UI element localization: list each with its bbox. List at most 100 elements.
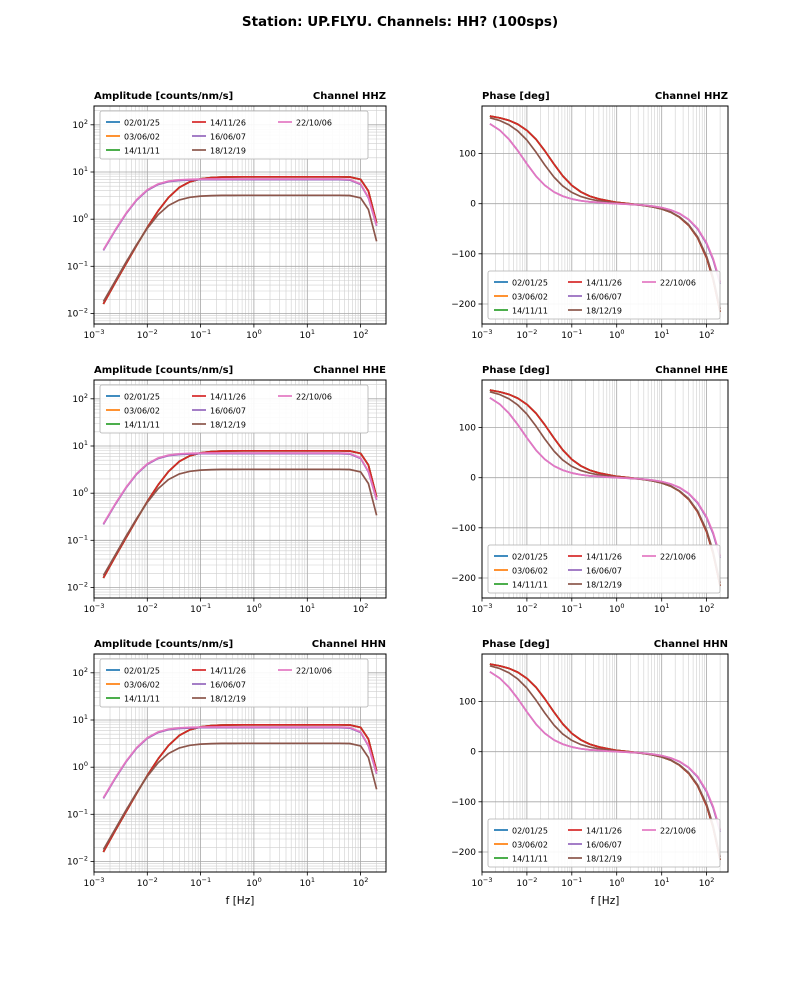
subplot-phase-hhe: Phase [deg] Channel HHE 02/01/25 03/06/02… — [418, 358, 742, 628]
svg-text:100: 100 — [72, 212, 88, 225]
legend-label: 22/10/06 — [660, 553, 696, 562]
phase-chart-hhe: 02/01/25 03/06/02 14/11/11 14/11/26 16/06/07… — [418, 376, 742, 628]
svg-text:101: 101 — [72, 713, 88, 726]
subplot-phase-hhn: Phase [deg] Channel HHN 02/01/25 03/06/02… — [418, 632, 742, 926]
series-line-22/10/06 — [489, 123, 721, 283]
series-group — [489, 115, 721, 313]
axes-title-left: Phase [deg] — [482, 639, 550, 650]
legend-label: 03/06/02 — [124, 681, 160, 690]
legend-label: 02/01/25 — [512, 553, 548, 562]
chart-svg: 02/01/25 03/06/02 14/11/11 14/11/26 16/06/07… — [451, 379, 729, 615]
svg-text:10−3: 10−3 — [471, 876, 492, 889]
legend-label: 03/06/02 — [512, 841, 548, 850]
x-axis-label: f [Hz] — [591, 895, 620, 907]
tick-marks — [90, 672, 361, 876]
tick-marks — [478, 153, 707, 328]
axes-frame — [481, 653, 729, 873]
chart-svg: 02/01/25 03/06/02 14/11/11 14/11/26 16/06/07… — [67, 105, 387, 341]
legend-label: 14/11/26 — [586, 553, 622, 562]
series-line-22/10/06 — [489, 397, 721, 557]
svg-text:102: 102 — [72, 666, 88, 679]
legend-label: 14/11/11 — [512, 307, 548, 316]
svg-text:10−2: 10−2 — [67, 307, 88, 320]
svg-text:10−2: 10−2 — [516, 328, 537, 341]
svg-text:10−2: 10−2 — [137, 876, 158, 889]
svg-text:10−1: 10−1 — [190, 328, 211, 341]
amplitude-chart-hhn: 02/01/25 03/06/02 14/11/11 14/11/26 16/06/07… — [30, 650, 400, 926]
tick-marks — [478, 427, 707, 602]
legend: 02/01/25 03/06/02 14/11/11 14/11/26 16/06/07… — [487, 544, 721, 594]
svg-text:10−3: 10−3 — [83, 602, 104, 615]
svg-text:101: 101 — [299, 328, 315, 341]
legend-label: 16/06/07 — [586, 841, 622, 850]
legend-label: 14/11/11 — [124, 421, 160, 430]
legend: 02/01/25 03/06/02 14/11/11 14/11/26 16/06/07… — [99, 384, 369, 434]
svg-text:100: 100 — [459, 424, 476, 434]
svg-text:102: 102 — [699, 876, 715, 889]
axes-frame — [93, 105, 387, 325]
legend-label: 18/12/19 — [586, 307, 622, 316]
svg-text:10−1: 10−1 — [561, 876, 582, 889]
axes-title-right: Channel HHZ — [312, 91, 386, 102]
svg-text:102: 102 — [353, 876, 369, 889]
grid-minor — [495, 654, 721, 872]
series-line-18/12/19 — [102, 468, 378, 576]
legend-label: 02/01/25 — [512, 279, 548, 288]
series-line-16/06/07 — [102, 452, 378, 525]
svg-text:10−2: 10−2 — [67, 855, 88, 868]
series-line-14/11/26 — [102, 723, 378, 853]
svg-text:−200: −200 — [451, 300, 476, 310]
chart-svg: 02/01/25 03/06/02 14/11/11 14/11/26 16/06/07… — [67, 379, 387, 615]
legend-label: 03/06/02 — [512, 567, 548, 576]
legend: 02/01/25 03/06/02 14/11/11 14/11/26 16/06/07… — [487, 270, 721, 320]
svg-text:100: 100 — [72, 486, 88, 499]
svg-text:100: 100 — [72, 760, 88, 773]
series-group — [102, 723, 378, 853]
svg-text:100: 100 — [609, 876, 625, 889]
legend-label: 02/01/25 — [124, 393, 160, 402]
axes-title-left: Phase [deg] — [482, 365, 550, 376]
svg-text:10−2: 10−2 — [67, 581, 88, 594]
axes-frame — [481, 379, 729, 599]
svg-text:10−3: 10−3 — [83, 876, 104, 889]
series-group — [102, 449, 378, 579]
phase-chart-hhn: 02/01/25 03/06/02 14/11/11 14/11/26 16/06/07… — [418, 650, 742, 926]
series-line-22/10/06 — [489, 671, 721, 831]
svg-text:−200: −200 — [451, 848, 476, 858]
svg-text:0: 0 — [470, 748, 476, 758]
subplot-phase-hhz: Phase [deg] Channel HHZ 02/01/25 03/06/02… — [418, 84, 742, 354]
svg-text:101: 101 — [654, 876, 670, 889]
axes-title-row: Amplitude [counts/nm/s] Channel HHZ — [30, 84, 400, 102]
grid-minor — [495, 106, 721, 324]
svg-text:101: 101 — [299, 602, 315, 615]
legend-label: 03/06/02 — [512, 293, 548, 302]
amplitude-chart-hhe: 02/01/25 03/06/02 14/11/11 14/11/26 16/06/07… — [30, 376, 400, 628]
svg-text:100: 100 — [246, 876, 262, 889]
amplitude-chart-hhz: 02/01/25 03/06/02 14/11/11 14/11/26 16/06/07… — [30, 102, 400, 354]
tick-marks — [478, 701, 707, 876]
legend-label: 14/11/26 — [586, 827, 622, 836]
legend-label: 02/01/25 — [512, 827, 548, 836]
svg-text:10−1: 10−1 — [561, 602, 582, 615]
svg-text:−100: −100 — [451, 524, 476, 534]
series-line-18/12/19 — [489, 116, 721, 310]
legend-label: 16/06/07 — [586, 293, 622, 302]
svg-text:10−1: 10−1 — [67, 533, 88, 546]
legend-label: 14/11/11 — [124, 695, 160, 704]
svg-text:0: 0 — [470, 474, 476, 484]
series-line-22/10/06 — [102, 178, 378, 251]
svg-text:10−2: 10−2 — [516, 876, 537, 889]
svg-text:10−2: 10−2 — [137, 328, 158, 341]
svg-text:101: 101 — [654, 602, 670, 615]
axes-title-right: Channel HHN — [311, 639, 386, 650]
legend-label: 03/06/02 — [124, 133, 160, 142]
series-group — [489, 663, 721, 861]
svg-text:10−1: 10−1 — [67, 259, 88, 272]
legend-label: 16/06/07 — [210, 133, 246, 142]
svg-text:101: 101 — [72, 165, 88, 178]
legend-label: 16/06/07 — [210, 681, 246, 690]
axes-frame — [93, 653, 387, 873]
subplot-amplitude-hhe: Amplitude [counts/nm/s] Channel HHE 02/0… — [30, 358, 400, 628]
legend-label: 22/10/06 — [296, 393, 332, 402]
axes-title-left: Amplitude [counts/nm/s] — [94, 365, 234, 376]
